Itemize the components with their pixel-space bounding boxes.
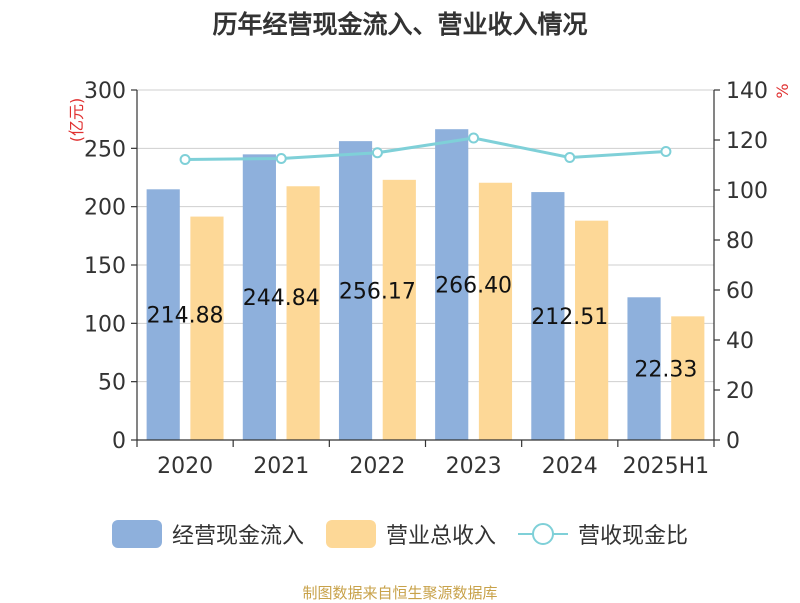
y-right-unit-label: % bbox=[773, 83, 792, 98]
legend-item-cash-inflow[interactable]: 经营现金流入 bbox=[111, 518, 304, 550]
bar-cash-inflow bbox=[627, 297, 661, 440]
x-tick-label: 2021 bbox=[253, 454, 309, 479]
legend-label-revenue: 营业总收入 bbox=[385, 524, 496, 549]
data-labels-group: 214.88 244.84 256.17 266.40 212.51 22.33 bbox=[147, 274, 698, 383]
legend-item-ratio[interactable]: 营收现金比 bbox=[518, 518, 688, 550]
gridlines bbox=[137, 89, 714, 441]
ratio-point bbox=[660, 146, 672, 157]
x-tick-label: 2024 bbox=[542, 454, 598, 479]
data-label-cash-inflow: 244.84 bbox=[243, 286, 320, 311]
bar-cash-inflow bbox=[435, 129, 469, 440]
legend-swatch-cash-inflow bbox=[111, 520, 162, 548]
bar-revenue bbox=[478, 182, 513, 440]
bar-cash-inflow bbox=[338, 141, 373, 440]
legend-label-ratio: 营收现金比 bbox=[578, 524, 689, 549]
chart-title: 历年经营现金流入、营业收入情况 bbox=[212, 10, 587, 39]
data-label-cash-inflow: 212.51 bbox=[531, 305, 608, 330]
x-tick-label: 2022 bbox=[349, 454, 405, 479]
ratio-point bbox=[179, 154, 191, 165]
legend-swatch-ratio bbox=[518, 523, 568, 545]
y-right-tick-label: 60 bbox=[726, 279, 754, 304]
bar-cash-inflow bbox=[146, 189, 180, 440]
y-right-tick-label: 100 bbox=[726, 179, 768, 204]
ratio-point bbox=[468, 132, 480, 144]
ratio-line-group bbox=[179, 132, 672, 165]
bar-cash-inflow bbox=[531, 192, 565, 440]
legend: 经营现金流入 营业总收入 营收现金比 bbox=[0, 518, 800, 550]
y-left-tick-label: 0 bbox=[112, 429, 126, 454]
bar-revenue bbox=[575, 220, 609, 440]
ratio-point bbox=[371, 147, 383, 159]
bar-revenue bbox=[190, 216, 224, 440]
data-label-cash-inflow: 256.17 bbox=[339, 280, 416, 305]
y-right-tick-label: 40 bbox=[726, 329, 754, 354]
y-left-unit-label: (亿元) bbox=[67, 98, 86, 143]
y-right-tick-label: 120 bbox=[726, 129, 768, 154]
legend-label-cash-inflow: 经营现金流入 bbox=[171, 524, 304, 549]
data-label-cash-inflow: 22.33 bbox=[634, 358, 697, 383]
x-tick-label: 2023 bbox=[446, 454, 502, 479]
y-left-tick-label: 150 bbox=[84, 254, 126, 279]
ratio-line bbox=[185, 136, 667, 161]
y-left-tick-label: 250 bbox=[84, 137, 126, 162]
y-left-tick-label: 100 bbox=[84, 312, 126, 337]
legend-item-revenue[interactable]: 营业总收入 bbox=[325, 518, 496, 550]
x-tick-label: 2025H1 bbox=[623, 454, 710, 479]
y-right-tick-label: 140 bbox=[726, 79, 768, 104]
axes-group: 0 50 100 150 200 250 300 0 20 40 60 80 100 120 140 2020… bbox=[84, 79, 768, 479]
data-label-cash-inflow: 214.88 bbox=[147, 304, 224, 329]
y-left-tick-label: 300 bbox=[84, 79, 126, 104]
y-right-tick-label: 0 bbox=[726, 429, 740, 454]
bar-revenue bbox=[286, 186, 320, 440]
ratio-point bbox=[564, 152, 576, 163]
data-source-note: 制图数据来自恒生聚源数据库 bbox=[302, 584, 498, 602]
bar-cash-inflow bbox=[242, 154, 276, 440]
bar-revenue bbox=[382, 179, 416, 441]
ratio-point bbox=[275, 153, 287, 164]
bar-revenue bbox=[671, 316, 705, 440]
y-right-tick-label: 80 bbox=[726, 229, 754, 254]
y-right-tick-label: 20 bbox=[726, 379, 754, 404]
y-left-tick-label: 50 bbox=[98, 371, 126, 396]
legend-swatch-revenue bbox=[325, 520, 376, 548]
data-label-cash-inflow: 266.40 bbox=[435, 274, 512, 299]
bars-group bbox=[146, 129, 705, 441]
y-left-tick-label: 200 bbox=[84, 196, 126, 221]
x-tick-label: 2020 bbox=[157, 454, 213, 479]
